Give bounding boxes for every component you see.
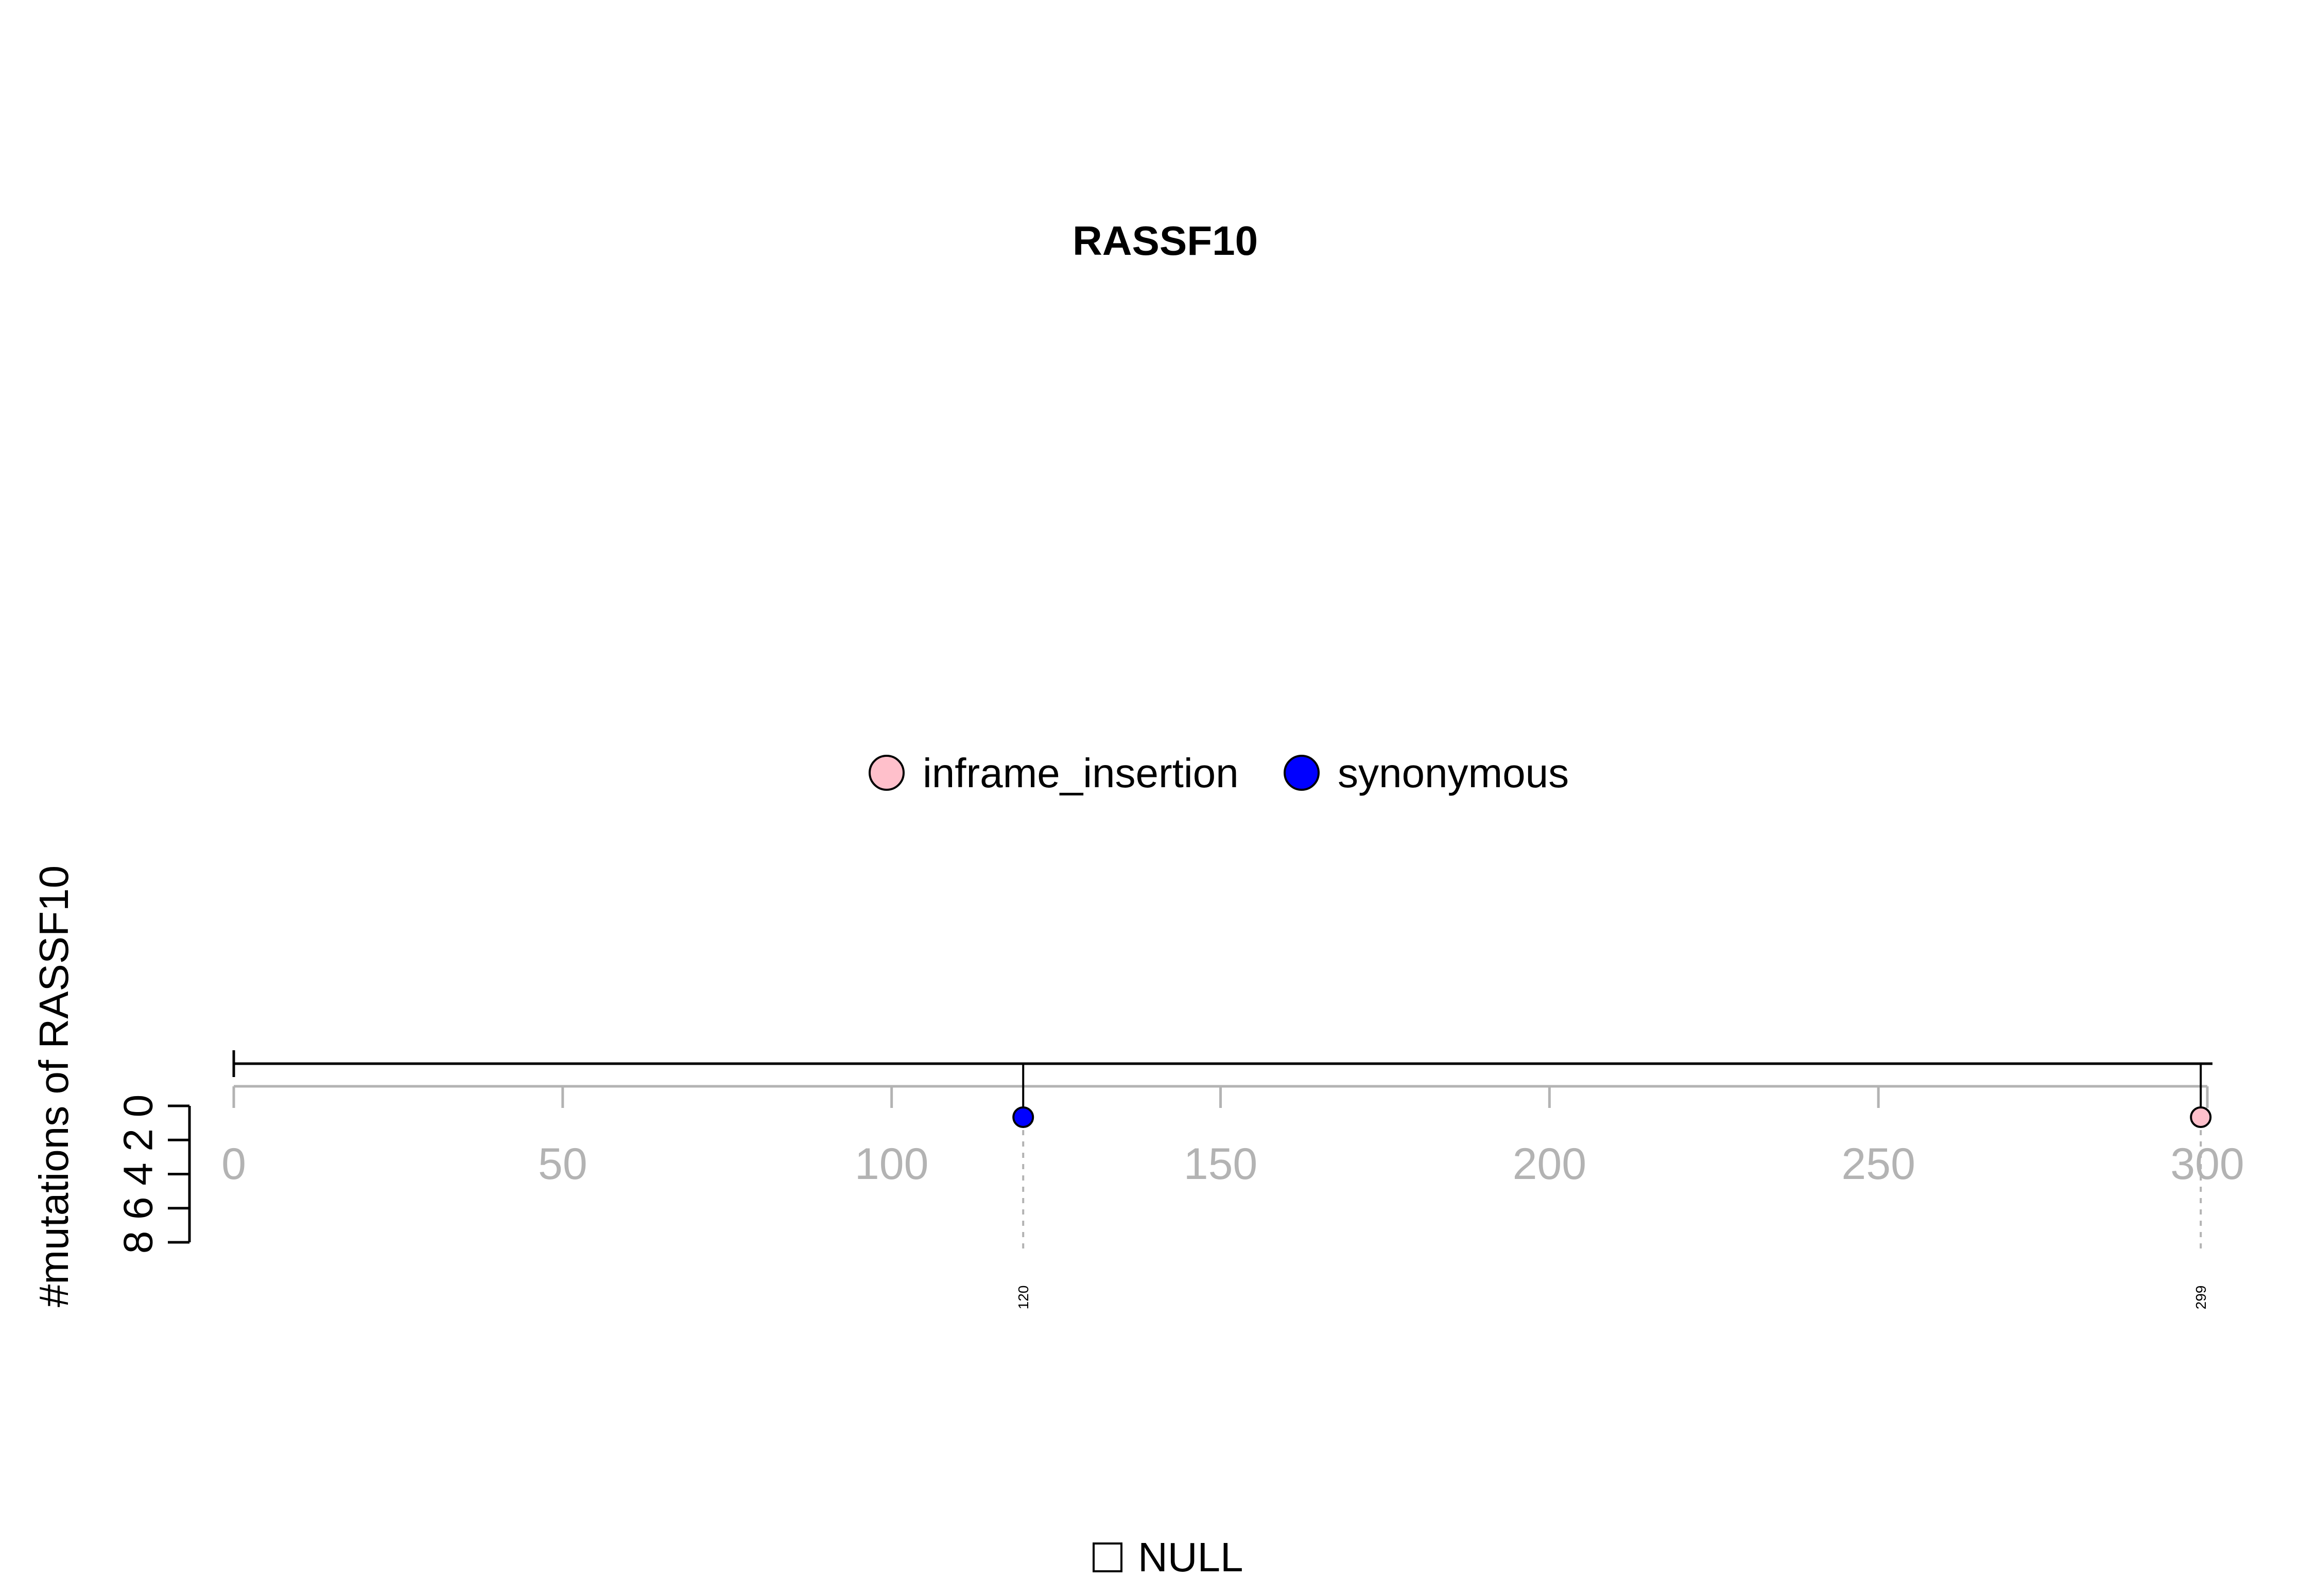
y-tick-label: 4: [115, 1163, 161, 1186]
x-tick-label: 50: [538, 1139, 587, 1189]
legend-marker: [869, 755, 905, 791]
y-tick-label: 0: [115, 1095, 161, 1118]
legend-label: inframe_insertion: [923, 750, 1239, 796]
x-tick-label: 250: [1841, 1139, 1915, 1189]
legend-label: synonymous: [1338, 750, 1569, 796]
domain-legend-item: NULL: [1093, 1534, 1243, 1580]
x-tick-label: 300: [2170, 1139, 2244, 1189]
chart-title: RASSF10: [1073, 218, 1258, 264]
mutation-lollipops: 120 299: [1012, 1064, 2212, 1310]
y-tick-label: 6: [115, 1197, 161, 1220]
domain-legend-label: NULL: [1138, 1534, 1243, 1580]
legend-item: inframe_insertion: [869, 750, 1239, 796]
mutation-lollipop: 120: [1012, 1064, 1034, 1310]
x-tick-label: 100: [855, 1139, 929, 1189]
x-tick-label: 150: [1184, 1139, 1258, 1189]
mutation-position-label: 120: [1015, 1286, 1031, 1310]
mutation-legend: inframe_insertion synonymous: [869, 750, 1569, 796]
y-axis-label: #mutations of RASSF10: [31, 865, 77, 1307]
x-tick-label: 0: [221, 1139, 246, 1189]
lollipop-head: [1012, 1106, 1034, 1128]
x-tick-label: 200: [1513, 1139, 1587, 1189]
domain-legend: NULL: [1093, 1534, 1243, 1580]
y-tick-label: 8: [115, 1231, 161, 1254]
y-axis: 0 2 4 6 8: [115, 1095, 191, 1254]
mutation-lollipop: 299: [2190, 1064, 2212, 1310]
y-tick-label: 2: [115, 1129, 161, 1152]
x-axis: 0 50 100 150 200 250 300: [221, 1050, 2244, 1189]
legend-marker: [1284, 755, 1320, 791]
lollipop-head: [2190, 1106, 2212, 1128]
domain-legend-box: [1093, 1542, 1122, 1572]
legend-item: synonymous: [1284, 750, 1569, 796]
mutation-position-label: 299: [2193, 1286, 2209, 1310]
